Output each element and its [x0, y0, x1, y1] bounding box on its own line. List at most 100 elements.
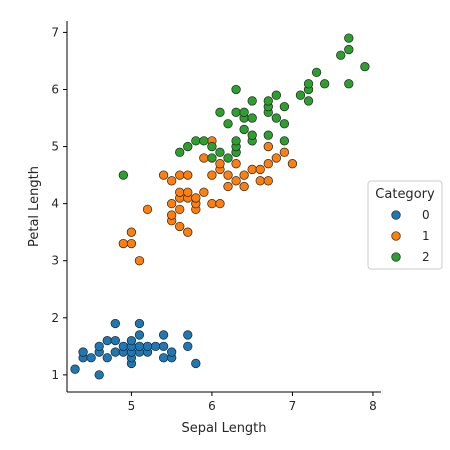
legend: Category 0 1 2	[367, 180, 443, 270]
data-point-category-0	[102, 335, 112, 346]
legend-label-1: 1	[422, 229, 430, 243]
data-point-category-1	[255, 164, 265, 175]
legend-title: Category	[375, 187, 435, 202]
legend-marker-2	[391, 252, 401, 262]
data-point-category-0	[70, 364, 80, 374]
data-point-category-2	[231, 136, 241, 146]
data-point-category-1	[215, 198, 225, 209]
data-point-category-1	[263, 141, 273, 152]
data-point-category-1	[239, 181, 249, 192]
data-point-category-2	[295, 90, 306, 100]
data-point-category-2	[247, 96, 257, 106]
data-point-category-2	[360, 62, 370, 72]
data-point-category-1	[167, 176, 177, 186]
data-point-category-0	[167, 347, 177, 357]
data-point-category-2	[247, 113, 257, 123]
data-point-category-0	[94, 341, 104, 351]
data-point-category-2	[239, 124, 249, 135]
data-point-category-2	[271, 113, 281, 123]
legend-box	[367, 180, 443, 270]
data-point-category-0	[86, 353, 96, 363]
data-point-category-0	[142, 341, 153, 351]
data-point-category-2	[175, 147, 185, 157]
data-point-category-0	[158, 341, 169, 351]
data-point-category-1	[279, 147, 290, 157]
data-point-category-1	[158, 170, 169, 180]
data-point-category-1	[231, 176, 241, 186]
data-point-category-0	[78, 347, 88, 357]
data-points	[70, 33, 370, 380]
data-point-category-2	[247, 130, 257, 140]
legend-marker-0	[391, 210, 401, 220]
data-point-category-2	[263, 96, 273, 106]
data-point-category-2	[344, 79, 354, 89]
data-point-category-1	[183, 170, 193, 180]
data-point-category-0	[191, 358, 201, 369]
data-point-category-0	[110, 335, 120, 346]
data-point-category-2	[271, 90, 281, 100]
data-point-category-2	[223, 153, 233, 163]
data-point-category-2	[279, 119, 290, 129]
data-point-category-2	[223, 119, 233, 129]
data-point-category-2	[303, 96, 314, 106]
data-point-category-0	[183, 341, 193, 351]
data-point-category-2	[303, 79, 314, 89]
data-point-category-1	[175, 204, 185, 215]
data-point-category-1	[126, 227, 137, 237]
data-point-category-2	[239, 107, 249, 117]
data-point-category-2	[215, 147, 225, 157]
data-point-category-2	[231, 107, 241, 117]
data-point-category-2	[183, 141, 193, 152]
data-point-category-0	[134, 318, 145, 329]
y-tick-label: 5	[51, 140, 59, 154]
data-point-category-2	[118, 170, 129, 180]
data-point-category-2	[319, 79, 330, 89]
data-point-category-0	[110, 347, 120, 357]
data-point-category-2	[279, 101, 290, 112]
data-point-category-1	[134, 256, 145, 266]
data-point-category-1	[142, 204, 153, 215]
data-point-category-1	[239, 170, 249, 180]
legend-items: 0 1 2	[391, 208, 430, 264]
x-axis-label: Sepal Length	[181, 421, 266, 436]
data-point-category-2	[279, 136, 290, 146]
data-point-category-2	[231, 84, 241, 95]
data-point-category-1	[175, 187, 185, 197]
legend-marker-1	[391, 231, 401, 241]
data-point-category-1	[207, 170, 217, 180]
y-tick-label: 3	[51, 254, 59, 268]
ticks: 5 6 7 8 1 2 3 4 5 6 7	[51, 25, 376, 413]
y-tick-label: 7	[51, 25, 59, 39]
axes	[66, 21, 381, 393]
data-point-category-1	[255, 176, 265, 186]
data-point-category-1	[271, 153, 281, 163]
data-point-category-2	[215, 107, 225, 117]
data-point-category-1	[247, 164, 257, 175]
x-tick-label: 5	[128, 399, 136, 413]
data-point-category-1	[199, 153, 209, 163]
data-point-category-2	[344, 33, 354, 43]
data-point-category-2	[311, 67, 322, 78]
y-axis-label: Petal Length	[27, 166, 42, 247]
x-tick-label: 8	[369, 399, 377, 413]
data-point-category-2	[207, 141, 217, 152]
data-point-category-1	[175, 221, 185, 232]
data-point-category-0	[134, 341, 145, 351]
data-point-category-2	[263, 130, 273, 140]
data-point-category-1	[263, 159, 273, 169]
y-tick-label: 2	[51, 311, 59, 325]
data-point-category-1	[287, 159, 298, 169]
data-point-category-0	[110, 318, 120, 329]
data-point-category-1	[207, 198, 217, 209]
data-point-category-2	[199, 136, 209, 146]
legend-label-0: 0	[422, 208, 430, 222]
data-point-category-2	[336, 50, 346, 60]
data-point-category-0	[183, 330, 193, 340]
data-point-category-0	[158, 330, 169, 340]
y-tick-label: 6	[51, 82, 59, 96]
data-point-category-0	[118, 341, 129, 351]
data-point-category-2	[207, 153, 217, 163]
data-point-category-1	[118, 238, 129, 249]
data-point-category-0	[134, 330, 145, 340]
